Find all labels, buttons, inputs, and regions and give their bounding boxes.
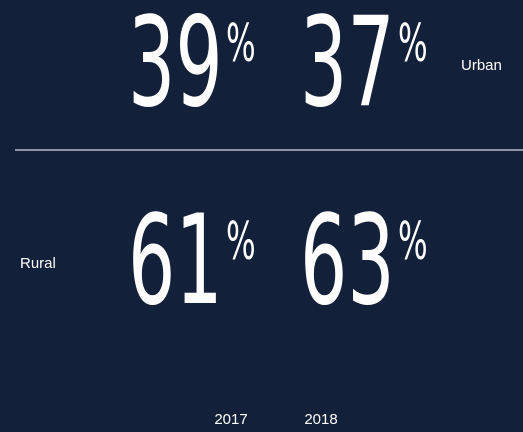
share-number: 37 [300,0,395,135]
share-unit: % [398,212,428,273]
share-unit: % [398,14,428,75]
share-number: 61 [128,189,223,333]
row-label: Urban [461,57,502,74]
year-label: 2017 [214,411,247,428]
share-number: 39 [128,0,223,135]
share-number: 63 [300,189,395,333]
share-unit: % [226,14,256,75]
share-unit: % [226,212,256,273]
row-label: Rural [20,255,56,272]
year-label: 2018 [304,411,337,428]
